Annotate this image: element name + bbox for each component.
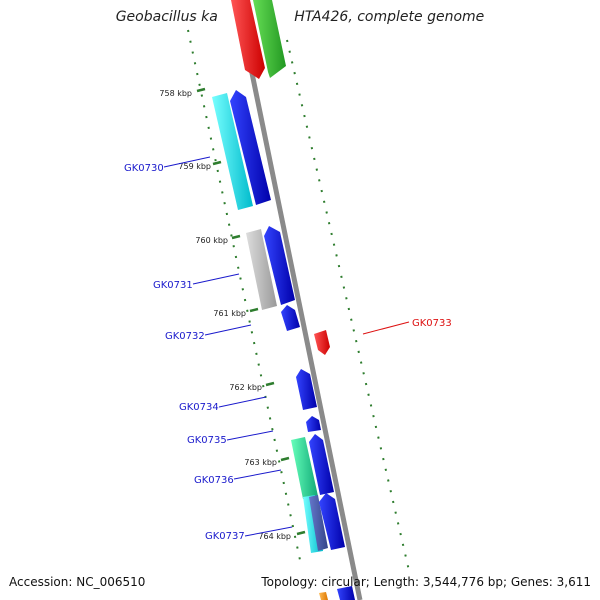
gene-feature-gk0737[interactable] xyxy=(319,493,345,550)
gene-label-gk0733[interactable]: GK0733 xyxy=(412,318,452,329)
gene-feature-gk0732[interactable] xyxy=(281,305,300,331)
gene-label-gk0734[interactable]: GK0734 xyxy=(179,402,219,413)
scale-label-760: 760 kbp xyxy=(195,236,228,245)
gene-feature-cyan-1[interactable] xyxy=(212,93,253,210)
gene-label-gk0737[interactable]: GK0737 xyxy=(205,531,245,542)
scale-label-762: 762 kbp xyxy=(229,383,262,392)
gene-label-gk0732[interactable]: GK0732 xyxy=(165,331,205,342)
gene-features xyxy=(212,0,355,600)
genome-backbone xyxy=(234,0,363,600)
scale-label-763: 763 kbp xyxy=(244,458,277,467)
gene-feature-gk0730[interactable] xyxy=(230,90,271,205)
gene-label-gk0731[interactable]: GK0731 xyxy=(153,280,193,291)
gene-label-gk0736[interactable]: GK0736 xyxy=(194,475,234,486)
gene-feature-green-top[interactable] xyxy=(253,0,286,78)
gene-feature-teal[interactable] xyxy=(291,437,318,499)
scale-label-764: 764 kbp xyxy=(258,532,291,541)
topology-text: Topology: circular; Length: 3,544,776 bp… xyxy=(261,575,591,589)
gene-feature-orange-bottom[interactable] xyxy=(319,592,328,600)
gene-feature-gk0734[interactable] xyxy=(296,369,317,410)
gene-feature-red-top[interactable] xyxy=(231,0,265,79)
scale-label-761: 761 kbp xyxy=(213,309,246,318)
scale-major-ticks xyxy=(196,87,306,536)
map-title: Geobacillus kaustophilus HTA426, complet… xyxy=(115,9,485,25)
scale-labels: 758 kbp 759 kbp 760 kbp 761 kbp 762 kbp … xyxy=(159,89,291,541)
scale-label-759: 759 kbp xyxy=(178,162,211,171)
accession-text: Accession: NC_006510 xyxy=(9,575,146,589)
gene-feature-navy[interactable] xyxy=(309,495,328,551)
gene-feature-gk0736[interactable] xyxy=(309,434,334,495)
gene-label-gk0735[interactable]: GK0735 xyxy=(187,435,227,446)
gene-feature-gk0733[interactable] xyxy=(314,330,330,355)
gene-labels: GK0730 GK0731 GK0732 GK0733 GK0734 GK073… xyxy=(124,163,452,542)
gene-feature-gk0735[interactable] xyxy=(306,416,321,432)
gene-feature-gk0731[interactable] xyxy=(264,226,295,305)
outer-tick-track xyxy=(187,29,301,561)
gene-label-gk0730[interactable]: GK0730 xyxy=(124,163,164,174)
gene-label-leaders xyxy=(163,156,410,537)
gene-feature-blue-bottom[interactable] xyxy=(337,586,355,600)
gene-feature-gray[interactable] xyxy=(246,229,277,310)
scale-label-758: 758 kbp xyxy=(159,89,192,98)
